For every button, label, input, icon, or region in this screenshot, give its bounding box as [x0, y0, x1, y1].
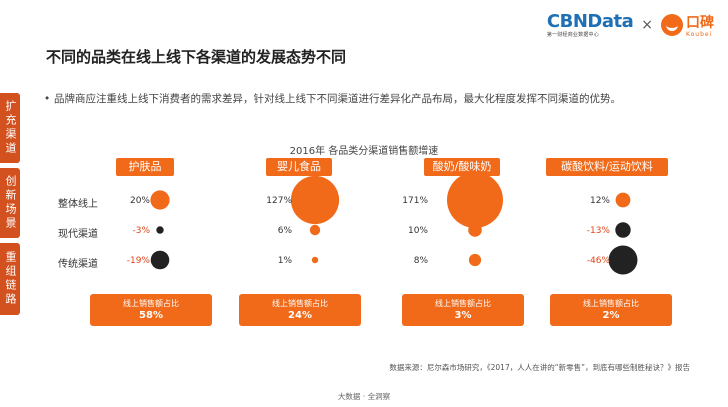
online-share-label: 线上销售额占比 [272, 299, 328, 308]
row-label-traditional-channel: 传统渠道 [58, 259, 98, 270]
bubble-2-1 [468, 223, 482, 237]
online-share-box-soft-drinks: 线上销售额占比 2% [550, 294, 672, 326]
row-label-online: 整体线上 [58, 199, 98, 210]
logo-separator: × [641, 17, 653, 33]
online-share-box-baby-food: 线上销售额占比 24% [239, 294, 361, 326]
online-share-value: 24% [288, 310, 312, 321]
logo-group: CBNData 第一财经商业数据中心 × 口碑 Koubei [546, 11, 714, 39]
bubble-value-label-3-2: -46% [587, 256, 611, 266]
bubble-value-label-0-2: -19% [127, 256, 151, 266]
bubble-0-0 [150, 190, 170, 210]
bubble-0-2 [150, 250, 170, 270]
bubble-value-label-2-2: 8% [414, 256, 429, 266]
online-share-value: 3% [454, 310, 472, 321]
cbndata-logo-text: CBNData [546, 11, 634, 32]
bubble-value-label-1-2: 1% [278, 256, 293, 266]
chart-title: 2016年 各品类分渠道销售额增速 [289, 146, 439, 157]
side-tab-expand-channels[interactable]: 扩充渠道 [0, 93, 20, 163]
category-label-yogurt: 酸奶/酸味奶 [424, 158, 500, 176]
online-share-label: 线上销售额占比 [123, 299, 179, 308]
bubble-value-label-0-1: -3% [132, 226, 150, 236]
bubble-value-label-1-0: 127% [266, 196, 292, 206]
row-label-modern-channel: 现代渠道 [58, 229, 98, 240]
bubble-2-0 [447, 172, 503, 228]
insight-bullet: 品牌商应注重线上线下消费者的需求差异，针对线上线下不同渠道进行差异化产品布局，最… [44, 91, 684, 107]
side-tab-restructure-links[interactable]: 重组链路 [0, 243, 20, 315]
online-share-box-yogurt: 线上销售额占比 3% [402, 294, 524, 326]
category-label-baby-food: 婴儿食品 [266, 158, 332, 176]
koubei-logo-subtitle: Koubei [686, 31, 713, 38]
bubble-1-2 [311, 256, 319, 264]
bubble-3-0 [615, 192, 631, 208]
bubble-1-1 [309, 224, 321, 236]
online-share-box-skincare: 线上销售额占比 58% [90, 294, 212, 326]
cbndata-logo-subtitle: 第一财经商业数据中心 [546, 32, 599, 38]
online-share-label: 线上销售额占比 [435, 299, 491, 308]
bubble-3-1 [615, 222, 631, 238]
koubei-logo: 口碑 Koubei [661, 12, 714, 38]
online-share-label: 线上销售额占比 [583, 299, 639, 308]
page-title: 不同的品类在线上线下各渠道的发展态势不同 [46, 48, 347, 66]
koubei-logo-text: 口碑 [686, 15, 714, 31]
footer-slogan: 大数据 · 全洞察 [337, 392, 391, 401]
category-label-soft-drinks: 碳酸饮料/运动饮料 [546, 158, 668, 176]
bubble-value-label-0-0: 20% [130, 196, 150, 206]
bubble-value-label-3-0: 12% [590, 196, 610, 206]
category-label-skincare: 护肤品 [116, 158, 174, 176]
online-share-value: 58% [139, 310, 163, 321]
cbndata-logo: CBNData 第一财经商业数据中心 [546, 11, 634, 39]
side-tab-innovate-scenes[interactable]: 创新场景 [0, 168, 20, 238]
online-share-value: 2% [602, 310, 620, 321]
bubble-value-label-1-1: 6% [278, 226, 293, 236]
bubble-0-1 [156, 226, 164, 234]
bubble-value-label-2-0: 171% [402, 196, 428, 206]
bubble-value-label-2-1: 10% [408, 226, 428, 236]
bubble-1-0 [290, 175, 340, 225]
bubble-3-2 [608, 245, 638, 275]
data-source-note: 数据来源：尼尔森市场研究，《2017，人人在讲的“新零售”，到底有哪些制胜秘诀？… [389, 363, 690, 372]
bubble-value-label-3-1: -13% [587, 226, 611, 236]
koubei-smile-icon [661, 14, 683, 36]
bubble-2-2 [468, 253, 482, 267]
